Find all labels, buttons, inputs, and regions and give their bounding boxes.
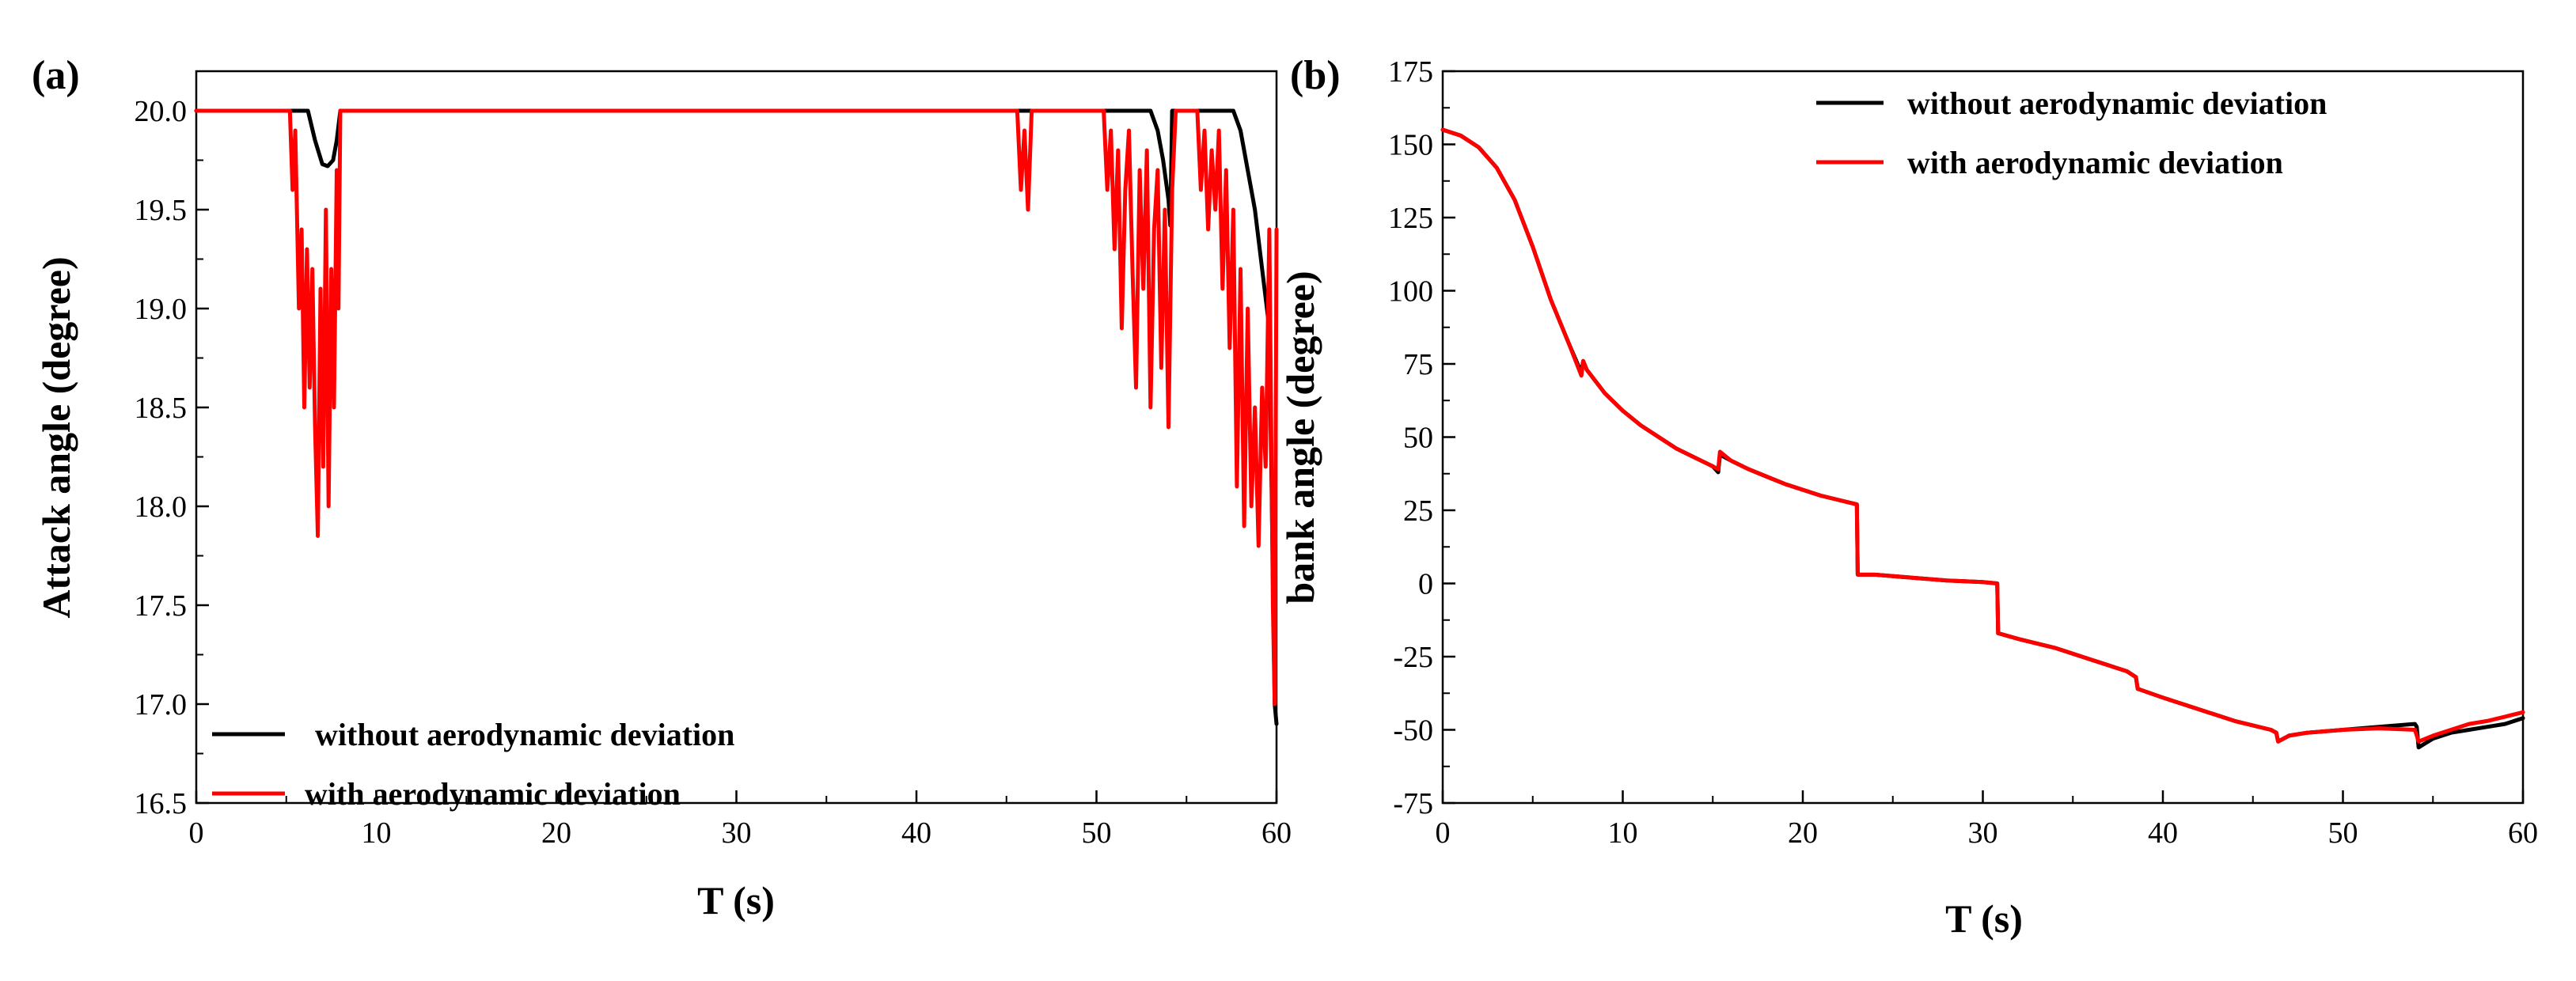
panel-b-y-tick-label-0: -75 [1393, 787, 1433, 820]
panel-b-series-without-line [1440, 127, 2525, 750]
panel-b-x-tick-label-5: 50 [2328, 816, 2358, 850]
panel-b-y-tick-label-10: 175 [1388, 55, 1433, 89]
panel-b-y-tick-label-3: 0 [1418, 568, 1433, 601]
panel-a-y-axis-title: Attack angle (degree) [34, 256, 78, 618]
panel-a-x-tick-label-0: 0 [189, 816, 204, 850]
panel-b-y-axis-title: bank angle (degree) [1278, 271, 1322, 604]
panel-a-x-tick-label-3: 30 [722, 816, 752, 850]
panel-b-series-with-line [1440, 127, 2525, 744]
panel-a-y-tick-label-6: 19.5 [135, 194, 188, 227]
panel-a-plot-frame [195, 70, 1278, 805]
panel-a-legend-label-without: without aerodynamic deviation [315, 717, 734, 752]
panel-b-y-tick-label-1: -50 [1393, 714, 1433, 748]
panel-b-y-tick-label-2: -25 [1393, 641, 1433, 674]
panel-b-bank-angle-chart: (b) 0 10 20 30 40 50 60 -75 -50 -25 0 25 50 75 100 125 1… [1278, 53, 2538, 941]
panel-b-legend-label-with: with aerodynamic deviation [1907, 145, 2283, 180]
panel-b-x-axis-title: T (s) [1945, 896, 2023, 941]
panel-b-y-tick-label-4: 25 [1403, 494, 1433, 528]
panel-a-x-tick-label-2: 20 [541, 816, 571, 850]
panel-b-x-tick-label-6: 60 [2508, 816, 2538, 850]
panel-a-x-axis-title: T (s) [697, 878, 775, 922]
panel-b-y-tick-label-6: 75 [1403, 348, 1433, 381]
panel-a-legend-label-with: with aerodynamic deviation [305, 776, 681, 812]
panel-b-y-tick-label-7: 100 [1388, 275, 1433, 309]
panel-b-label: (b) [1290, 53, 1341, 98]
panel-a-y-tick-label-7: 20.0 [135, 95, 188, 128]
panel-a-series-with-line [194, 108, 1279, 706]
panel-a-series-without-line [194, 108, 1279, 726]
panel-b-y-tick-label-8: 125 [1388, 202, 1433, 235]
panel-a-x-tick-label-5: 50 [1082, 816, 1112, 850]
panel-b-y-tick-label-9: 150 [1388, 129, 1433, 162]
panel-b-plot-frame [1441, 70, 2525, 805]
panel-a-y-tick-label-2: 17.5 [135, 589, 188, 623]
panel-b-x-tick-label-1: 10 [1608, 816, 1638, 850]
panel-b-x-tick-label-0: 0 [1436, 816, 1451, 850]
panel-b-y-tick-label-5: 50 [1403, 422, 1433, 455]
panel-b-legend-label-without: without aerodynamic deviation [1907, 85, 2327, 121]
panel-a-x-tick-label-1: 10 [362, 816, 392, 850]
panel-a-y-tick-label-1: 17.0 [135, 688, 188, 722]
panel-a-attack-angle-chart: (a) 0 10 20 30 40 50 60 16.5 17.0 17.5 18.0 18.5 19.… [32, 53, 1292, 922]
panel-a-y-tick-label-5: 19.0 [135, 293, 188, 326]
panel-a-y-tick-label-3: 18.0 [135, 490, 188, 524]
panel-b-legend: without aerodynamic deviation with aerod… [1816, 85, 2327, 180]
panel-b-x-tick-label-2: 20 [1788, 816, 1818, 850]
panel-a-y-tick-label-0: 16.5 [135, 787, 188, 820]
panel-a-label: (a) [32, 53, 80, 98]
panel-a-x-tick-label-4: 40 [901, 816, 931, 850]
panel-a-x-tick-label-6: 60 [1261, 816, 1292, 850]
panel-b-x-tick-label-4: 40 [2148, 816, 2178, 850]
panel-a-y-tick-label-4: 18.5 [135, 392, 188, 425]
panel-a-legend: without aerodynamic deviation with aerod… [212, 717, 734, 812]
panel-b-x-tick-label-3: 30 [1968, 816, 1998, 850]
